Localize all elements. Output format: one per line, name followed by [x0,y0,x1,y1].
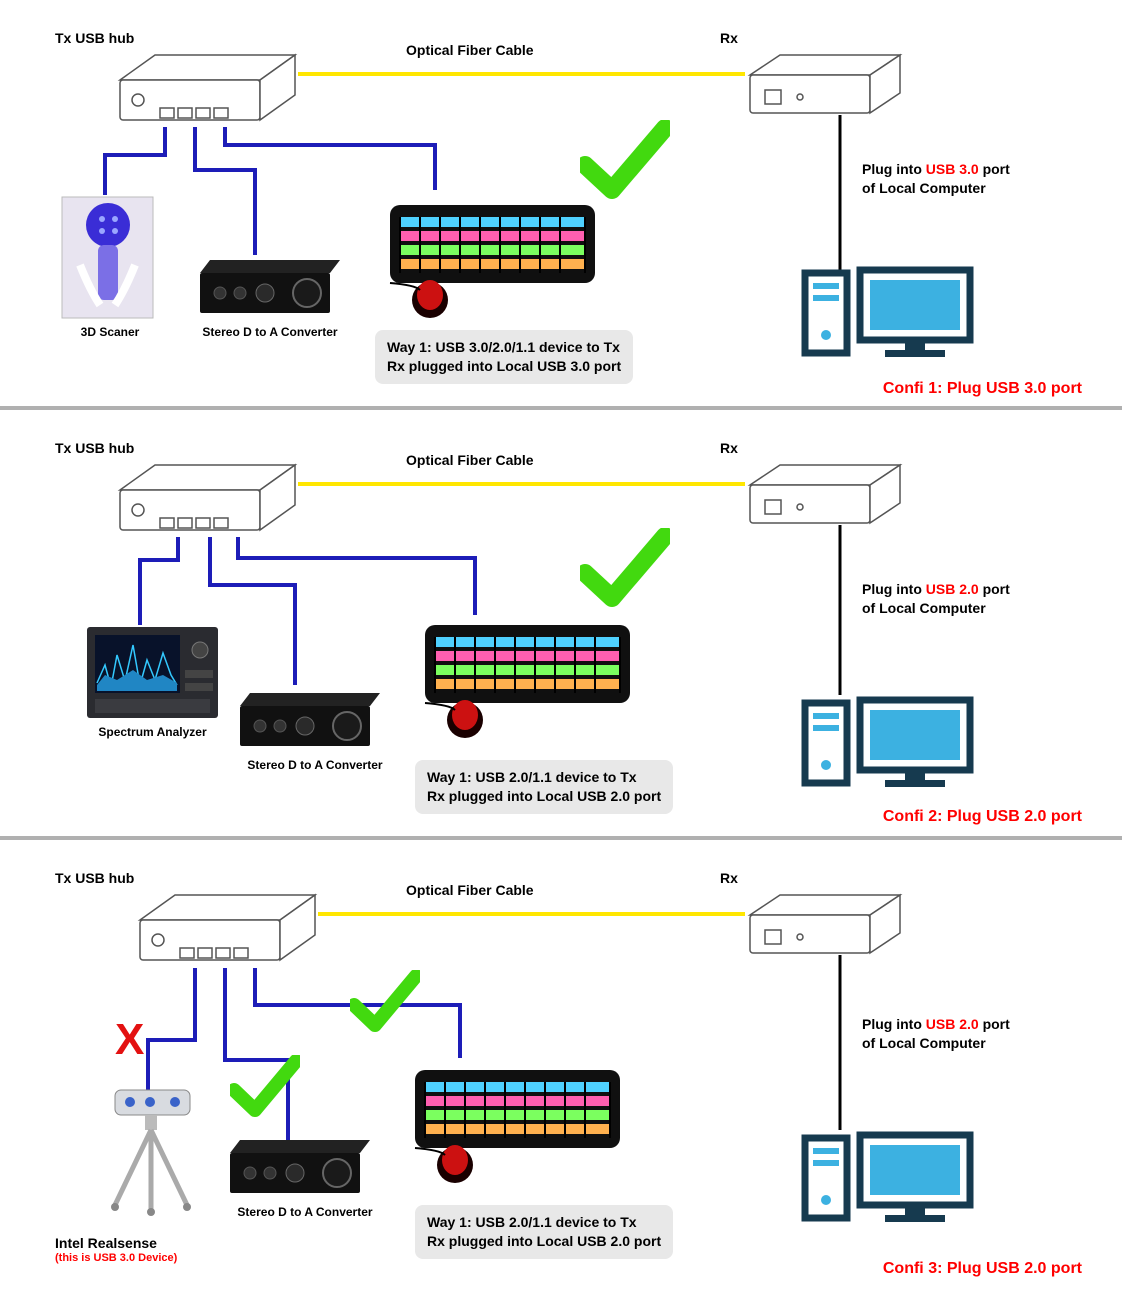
scanner-3d-icon [60,195,155,320]
x-mark-icon: X [115,1015,144,1065]
plug-text: Plug into USB 2.0 port of Local Computer [862,1015,1010,1053]
note-line2: Rx plugged into Local USB 3.0 port [387,358,621,374]
computer-icon [800,695,980,795]
note-line2: Rx plugged into Local USB 2.0 port [427,1233,661,1249]
dac-caption: Stereo D to A Converter [225,758,405,772]
keyboard-mouse-icon [400,1060,635,1185]
note-line1: Way 1: USB 2.0/1.1 device to Tx [427,1214,637,1230]
note-line1: Way 1: USB 2.0/1.1 device to Tx [427,769,637,785]
confi-label: Confi 2: Plug USB 2.0 port [883,808,1082,826]
confi-label: Confi 1: Plug USB 3.0 port [883,380,1082,398]
spectrum-analyzer-icon [85,625,220,720]
check-icon [580,528,670,618]
check-icon [230,1055,300,1125]
config-panel-2: Tx USB hub Optical Fiber Cable Rx [0,410,1122,840]
check-icon [350,970,420,1040]
dac-icon [195,255,345,320]
config-panel-3: Tx USB hub Optical Fiber Cable Rx [0,840,1122,1300]
plug-text: Plug into USB 2.0 port of Local Computer [862,580,1010,618]
note-box: Way 1: USB 3.0/2.0/1.1 device to Tx Rx p… [375,330,633,384]
note-line2: Rx plugged into Local USB 2.0 port [427,788,661,804]
dac-caption: Stereo D to A Converter [180,325,360,339]
realsense-caption: Intel Realsense [55,1235,157,1251]
note-box: Way 1: USB 2.0/1.1 device to Tx Rx plugg… [415,1205,673,1259]
scanner-caption: 3D Scaner [70,325,150,339]
dac-caption: Stereo D to A Converter [215,1205,395,1219]
dac-icon [225,1135,375,1200]
computer-icon [800,265,980,365]
plug-text: Plug into USB 3.0 port of Local Computer [862,160,1010,198]
dac-icon [235,688,385,753]
realsense-icon [95,1085,205,1220]
spectrum-caption: Spectrum Analyzer [85,725,220,739]
note-box: Way 1: USB 2.0/1.1 device to Tx Rx plugg… [415,760,673,814]
realsense-sub: (this is USB 3.0 Device) [55,1252,177,1264]
config-panel-1: Tx USB hub Optical Fiber Cable Rx [0,0,1122,410]
computer-icon [800,1130,980,1230]
keyboard-mouse-icon [410,615,645,740]
keyboard-mouse-icon [375,195,610,320]
confi-label: Confi 3: Plug USB 2.0 port [883,1260,1082,1278]
note-line1: Way 1: USB 3.0/2.0/1.1 device to Tx [387,339,620,355]
